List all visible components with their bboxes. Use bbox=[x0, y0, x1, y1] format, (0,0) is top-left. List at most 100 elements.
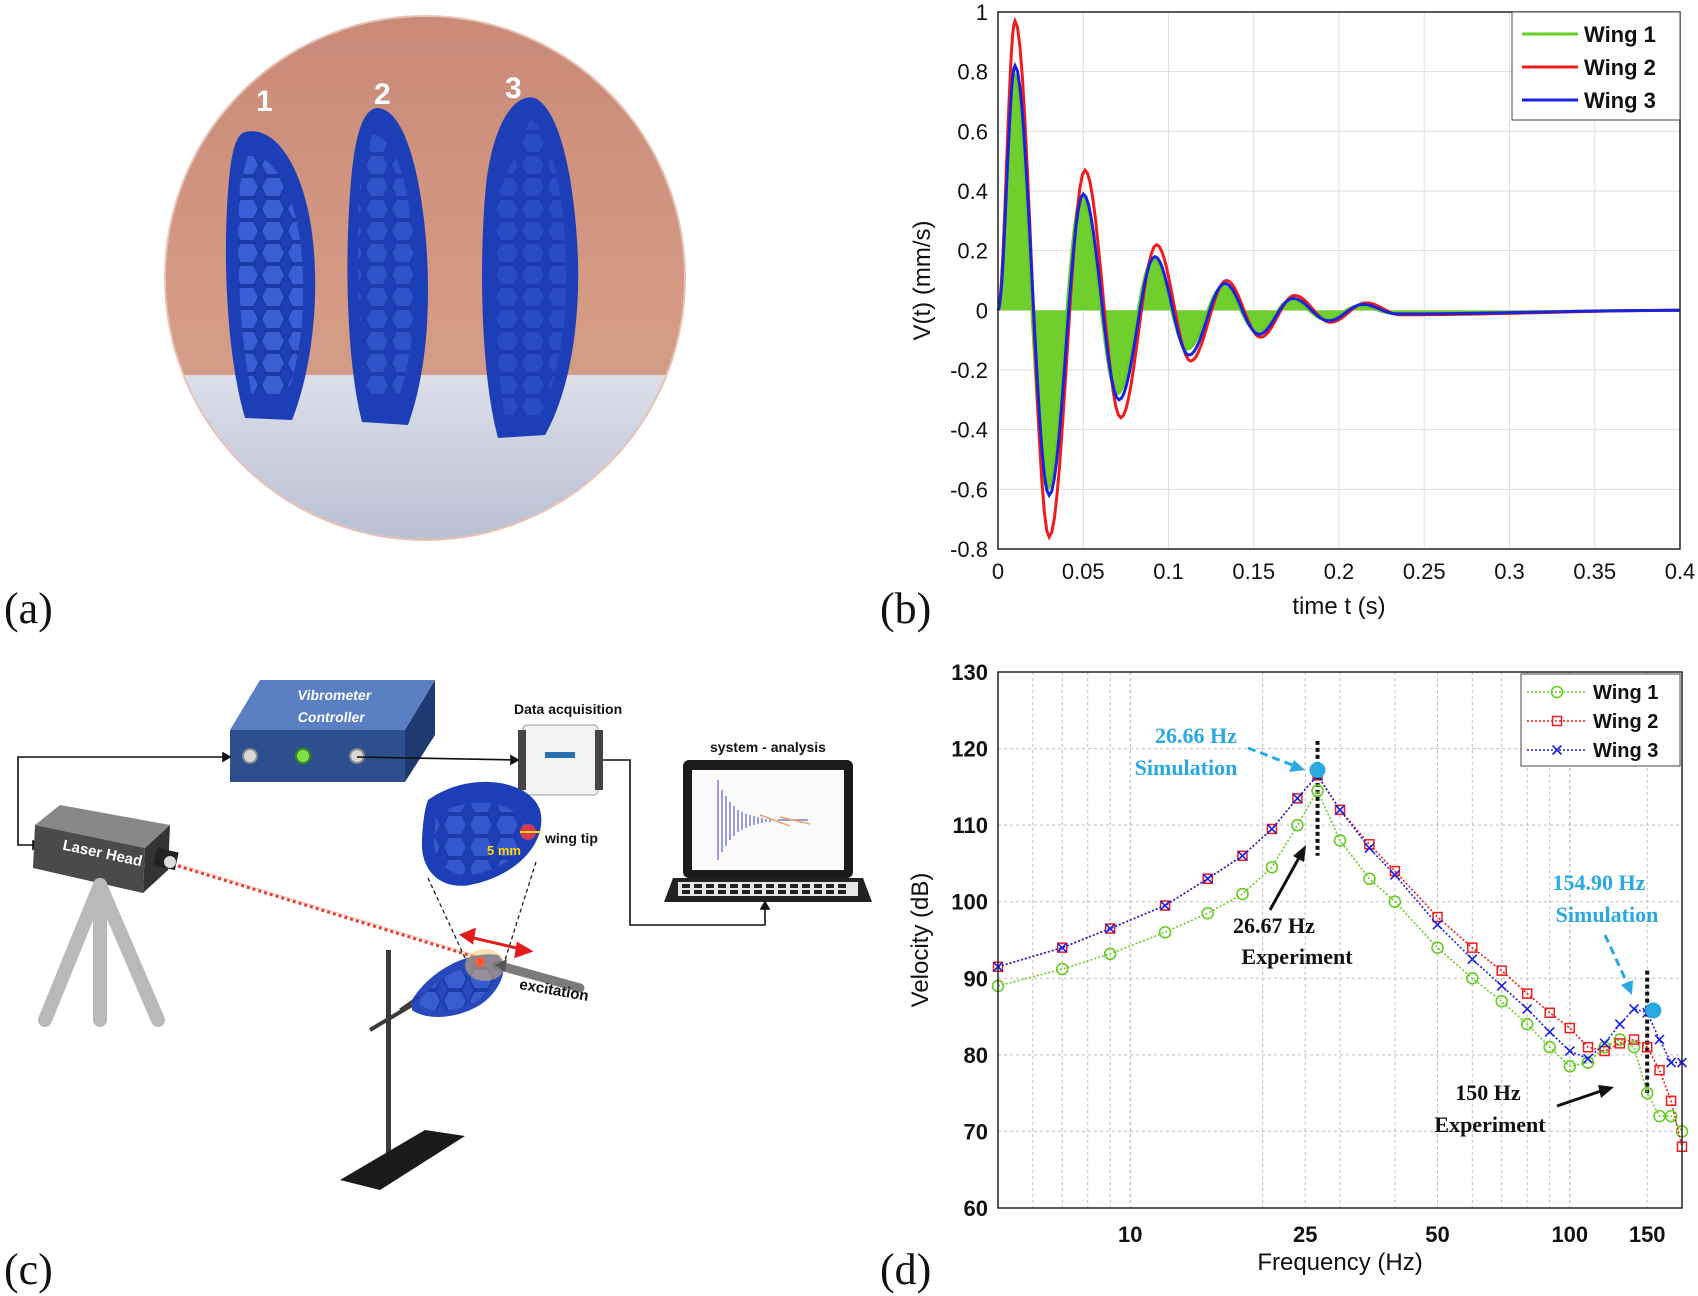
marker-3-d bbox=[1544, 1026, 1555, 1037]
marker-1-d bbox=[1158, 926, 1172, 939]
marker-2-d bbox=[1266, 823, 1278, 835]
annotation-exp2-value: 150 Hz bbox=[1455, 1080, 1521, 1105]
x-axis-label-b: time t (s) bbox=[1292, 593, 1385, 620]
marker-3-d bbox=[1292, 793, 1303, 804]
marker-3-d bbox=[1654, 1034, 1665, 1045]
y-tick-label-b: 0.6 bbox=[957, 119, 988, 144]
y-tick-label-d: 80 bbox=[964, 1043, 988, 1068]
marker-2-d bbox=[1544, 1007, 1555, 1018]
legend-label-3-d: Wing 3 bbox=[1593, 740, 1658, 762]
marker-1-d bbox=[1495, 994, 1509, 1008]
marker-2-d bbox=[1564, 1022, 1576, 1034]
x-tick-label-d: 10 bbox=[1118, 1222, 1142, 1247]
tip-distance-label: 5 mm bbox=[487, 843, 521, 858]
marker-1-d bbox=[1627, 1040, 1641, 1054]
x-tick-label-d: 50 bbox=[1425, 1222, 1449, 1247]
y-tick-label-b: -0.8 bbox=[950, 537, 988, 562]
marker-2-d bbox=[1334, 804, 1346, 816]
marker-3-d bbox=[1057, 942, 1068, 953]
annotation-sim1-arrow bbox=[1247, 746, 1296, 768]
x-tick-label-b: 0.4 bbox=[1665, 559, 1696, 584]
y-tick-label-d: 90 bbox=[964, 966, 988, 991]
marker-2-d bbox=[1599, 1045, 1610, 1057]
x-tick-label-b: 0.15 bbox=[1232, 559, 1275, 584]
y-tick-label-b: 0 bbox=[976, 298, 988, 323]
annotation-exp1-arrowhead bbox=[1293, 845, 1306, 862]
marker-1-d bbox=[1363, 872, 1376, 886]
x-tick-label-b: 0.3 bbox=[1494, 559, 1525, 584]
annotation-exp2-arrowhead bbox=[1598, 1085, 1614, 1098]
y-tick-label-b: 0.8 bbox=[957, 60, 988, 85]
marker-3-d bbox=[1628, 1003, 1640, 1014]
x-tick-label-d: 150 bbox=[1629, 1222, 1666, 1247]
plot-frame-b bbox=[997, 11, 1681, 550]
y-axis-label-b: V(t) (mm/s) bbox=[909, 221, 936, 341]
marker-2-d bbox=[1654, 1064, 1665, 1076]
wing-number-1: 1 bbox=[256, 85, 273, 118]
legend-label-1-d: Wing 1 bbox=[1593, 682, 1658, 704]
legend-marker-3-d bbox=[1551, 744, 1563, 756]
x-tick-label-d: 100 bbox=[1551, 1222, 1588, 1247]
marker-3-d bbox=[1389, 869, 1400, 880]
marker-3-d bbox=[1522, 1003, 1533, 1014]
marker-2-d bbox=[1614, 1038, 1626, 1049]
panel-label-b: (b) bbox=[880, 584, 932, 633]
marker-2-d bbox=[1237, 850, 1248, 862]
annotation-sim2-arrowhead bbox=[1621, 980, 1633, 995]
marker-2-d bbox=[1641, 1041, 1653, 1053]
panel-label-a: (a) bbox=[4, 584, 53, 633]
marker-1-d bbox=[1598, 1040, 1611, 1054]
y-tick-label-b: 1 bbox=[976, 0, 988, 25]
y-tick-label-b: 0.4 bbox=[957, 179, 988, 204]
marker-3-d bbox=[1105, 923, 1116, 934]
marker-2-d bbox=[1432, 911, 1443, 923]
legend-label-2-b: Wing 2 bbox=[1584, 55, 1656, 80]
annotation-sim2-text: Simulation bbox=[1556, 902, 1659, 927]
marker-2-d bbox=[1665, 1095, 1677, 1107]
marker-1-d bbox=[1613, 1033, 1627, 1046]
marker-1-d bbox=[1103, 947, 1117, 961]
marker-3-d bbox=[1564, 1045, 1575, 1057]
marker-3-d bbox=[1467, 954, 1478, 965]
marker-3-d bbox=[1599, 1038, 1610, 1049]
marker-3-d bbox=[1614, 1019, 1625, 1030]
marker-1-d bbox=[1563, 1060, 1577, 1073]
simulation-point-2-d bbox=[1645, 1002, 1662, 1019]
marker-3-d bbox=[1266, 823, 1277, 835]
annotation-sim2-value: 154.90 Hz bbox=[1553, 870, 1646, 895]
plot-frame-d bbox=[997, 671, 1683, 1209]
panel-label-c: (c) bbox=[4, 1245, 53, 1294]
marker-1-d bbox=[1291, 818, 1304, 832]
marker-2-d bbox=[1202, 873, 1213, 884]
y-tick-label-d: 60 bbox=[964, 1196, 988, 1221]
wing-number-2: 2 bbox=[374, 78, 391, 111]
y-tick-label-d: 110 bbox=[953, 813, 989, 838]
annotation-sim1-value: 26.66 Hz bbox=[1155, 723, 1237, 748]
wing-tip-label: wing tip bbox=[545, 830, 598, 846]
y-tick-label-b: -0.6 bbox=[950, 477, 988, 502]
marker-3-d bbox=[1160, 900, 1171, 911]
annotation-sim1-text: Simulation bbox=[1135, 755, 1238, 780]
annotation-exp1-arrow bbox=[1268, 855, 1302, 911]
annotation-sim1-arrowhead bbox=[1289, 760, 1305, 772]
legend-marker-1-d bbox=[1550, 685, 1564, 699]
annotation-sim2-arrow bbox=[1603, 934, 1630, 986]
legend-label-2-d: Wing 2 bbox=[1593, 711, 1658, 733]
legend-label-3-b: Wing 3 bbox=[1584, 88, 1656, 113]
panel-label-d: (d) bbox=[880, 1245, 932, 1294]
marker-2-d bbox=[1292, 793, 1303, 804]
marker-3-d bbox=[1202, 873, 1213, 884]
marker-2-d bbox=[1104, 923, 1116, 934]
marker-1-d bbox=[1265, 860, 1279, 874]
x-tick-label-d: 25 bbox=[1293, 1222, 1317, 1247]
x-tick-label-b: 0.35 bbox=[1573, 559, 1616, 584]
marker-1-d bbox=[1055, 962, 1069, 976]
marker-1-d bbox=[1311, 784, 1324, 797]
marker-3-d bbox=[1496, 980, 1507, 992]
marker-1-d bbox=[1431, 941, 1444, 954]
y-tick-label-b: 0.2 bbox=[957, 239, 988, 264]
marker-1-d bbox=[1333, 834, 1347, 847]
marker-1-d bbox=[1466, 971, 1479, 985]
annotation-exp2-text: Experiment bbox=[1434, 1112, 1546, 1137]
